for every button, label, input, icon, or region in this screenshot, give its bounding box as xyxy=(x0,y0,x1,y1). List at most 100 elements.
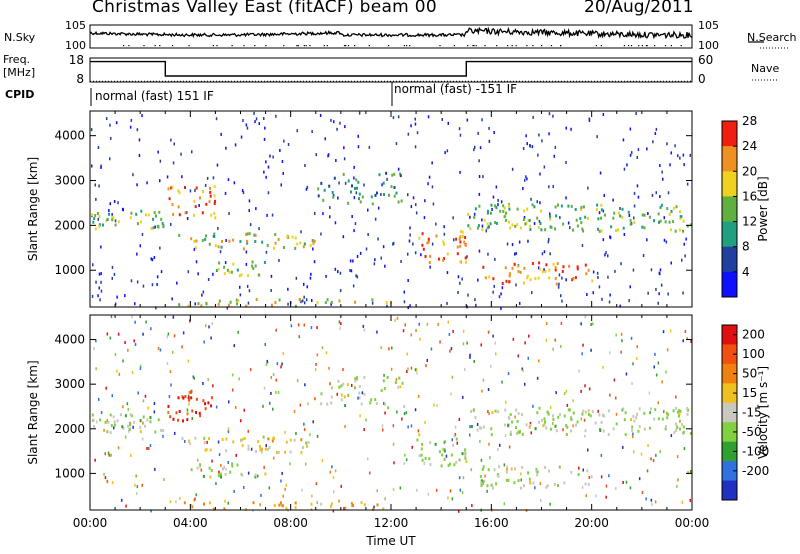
power-pixel xyxy=(660,203,663,207)
velocity-pixel xyxy=(243,485,245,489)
power-pixel xyxy=(567,221,570,225)
power-pixel xyxy=(490,211,492,215)
power-pixel xyxy=(228,270,231,274)
noise-search-point xyxy=(303,45,305,47)
freq-panel-frame xyxy=(89,57,693,83)
power-pixel xyxy=(523,266,526,270)
power-pixel xyxy=(258,227,260,231)
velocity-pixel xyxy=(403,461,405,465)
power-pixel xyxy=(278,259,280,262)
velocity-pixel xyxy=(578,466,580,470)
power-pixel xyxy=(466,255,468,259)
power-pixel xyxy=(610,225,613,229)
power-pixel xyxy=(100,166,102,169)
power-colorbar-tick-label: 28 xyxy=(742,114,757,128)
power-pixel xyxy=(682,291,684,295)
velocity-pixel xyxy=(149,416,152,419)
power-pixel xyxy=(538,133,540,137)
velocity-pixel xyxy=(149,420,152,424)
velocity-pixel xyxy=(581,485,584,489)
velocity-pixel xyxy=(451,438,453,442)
power-pixel xyxy=(223,272,226,276)
power-pixel xyxy=(214,216,217,220)
power-pixel xyxy=(245,304,248,308)
velocity-pixel xyxy=(547,412,550,416)
velocity-pixel xyxy=(582,468,584,472)
velocity-pixel xyxy=(507,423,510,427)
velocity-pixel xyxy=(655,373,658,377)
power-pixel xyxy=(239,240,242,243)
velocity-pixel xyxy=(482,480,485,484)
power-pixel xyxy=(312,247,314,251)
power-pixel xyxy=(309,244,312,248)
velocity-pixel xyxy=(263,386,266,390)
power-pixel xyxy=(359,200,362,204)
velocity-ytick-label: 1000 xyxy=(54,466,85,480)
velocity-pixel xyxy=(351,384,353,387)
power-pixel xyxy=(343,146,345,150)
velocity-pixel xyxy=(402,329,405,333)
power-pixel xyxy=(300,230,302,234)
velocity-pixel xyxy=(329,382,331,386)
velocity-pixel xyxy=(384,497,386,501)
power-pixel xyxy=(306,285,308,289)
velocity-pixel xyxy=(651,502,653,506)
velocity-pixel xyxy=(107,420,110,424)
velocity-pixel xyxy=(93,425,96,428)
velocity-pixel xyxy=(517,430,520,434)
velocity-pixel xyxy=(261,447,263,451)
power-pixel xyxy=(264,126,266,130)
power-pixel xyxy=(356,255,359,258)
nave-label: Nave xyxy=(751,62,780,75)
velocity-pixel xyxy=(118,372,121,376)
velocity-colorbar-cell xyxy=(722,363,737,384)
velocity-pixel xyxy=(586,469,589,473)
velocity-pixel xyxy=(495,352,497,356)
power-pixel xyxy=(386,177,388,181)
power-pixel xyxy=(586,293,588,296)
velocity-pixel xyxy=(195,397,198,401)
power-pixel xyxy=(205,202,208,206)
velocity-pixel xyxy=(544,466,547,469)
velocity-pixel xyxy=(548,469,550,473)
noise-search-point xyxy=(216,45,218,47)
velocity-pixel xyxy=(233,344,235,348)
velocity-pixel xyxy=(272,407,274,411)
velocity-pixel xyxy=(131,371,134,374)
power-pixel xyxy=(358,111,361,115)
velocity-pixel xyxy=(383,401,385,405)
velocity-pixel xyxy=(125,504,127,508)
velocity-pixel xyxy=(444,440,447,444)
power-pixel xyxy=(136,183,138,187)
velocity-pixel xyxy=(358,396,361,400)
velocity-pixel xyxy=(387,406,390,410)
velocity-pixel xyxy=(227,461,229,464)
power-pixel xyxy=(367,208,369,212)
power-pixel xyxy=(475,303,477,307)
power-pixel xyxy=(246,239,249,243)
power-pixel xyxy=(302,245,305,249)
power-pixel xyxy=(655,287,657,291)
velocity-pixel xyxy=(647,444,649,447)
power-pixel xyxy=(342,172,345,176)
velocity-pixel xyxy=(470,425,473,428)
power-pixel xyxy=(91,294,94,298)
power-colorbar-cell xyxy=(722,246,737,273)
power-pixel xyxy=(322,198,325,202)
velocity-pixel xyxy=(420,453,423,457)
power-pixel xyxy=(283,139,285,143)
power-pixel xyxy=(410,205,413,209)
power-pixel xyxy=(530,197,532,201)
velocity-pixel xyxy=(207,378,209,382)
velocity-pixel xyxy=(417,394,420,398)
velocity-pixel xyxy=(678,412,681,416)
power-pixel xyxy=(111,215,114,219)
velocity-pixel xyxy=(536,411,539,415)
power-pixel xyxy=(669,163,671,167)
power-pixel xyxy=(253,111,255,115)
velocity-pixel xyxy=(225,467,227,471)
power-pixel xyxy=(371,202,374,206)
velocity-pixel xyxy=(480,426,483,430)
power-pixel xyxy=(334,221,337,225)
velocity-pixel xyxy=(235,406,237,409)
